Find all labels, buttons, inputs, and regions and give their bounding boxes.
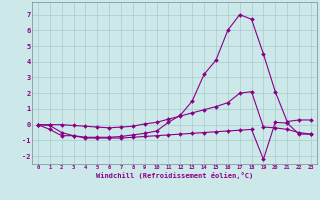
X-axis label: Windchill (Refroidissement éolien,°C): Windchill (Refroidissement éolien,°C) xyxy=(96,172,253,179)
